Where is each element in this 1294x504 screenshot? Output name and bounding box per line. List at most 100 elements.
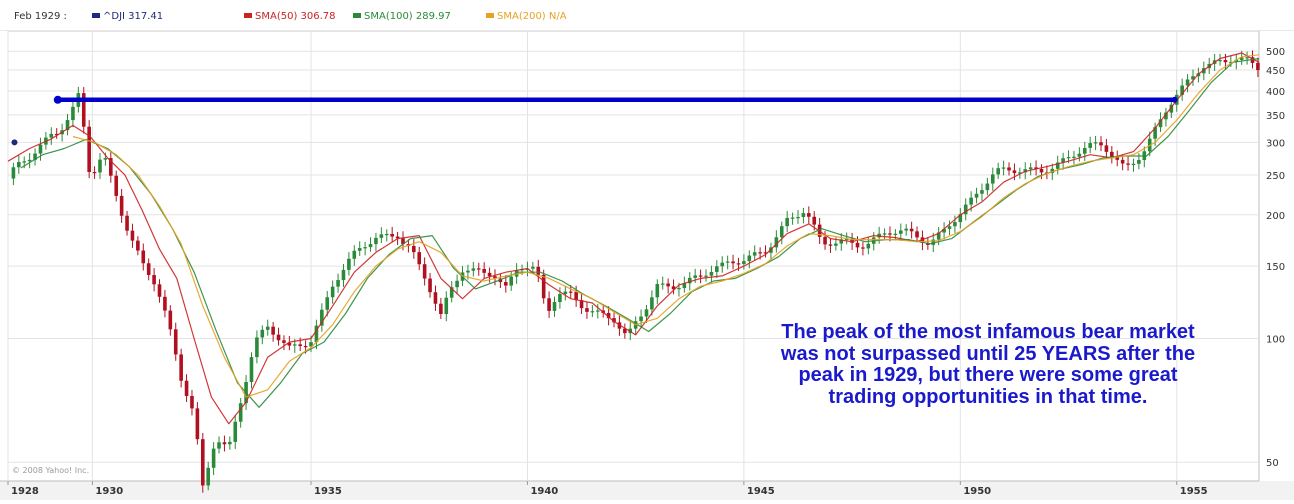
candle-down	[1039, 168, 1044, 173]
candle-down	[855, 242, 860, 248]
candle-up	[255, 337, 259, 358]
candle-up	[1066, 157, 1071, 159]
candle-up	[368, 244, 373, 248]
candle-up	[942, 228, 946, 233]
candle-up	[558, 294, 562, 303]
candle-down	[1012, 170, 1017, 174]
candle-up	[1239, 57, 1244, 60]
candle-up	[1191, 76, 1195, 80]
candle-down	[141, 250, 146, 264]
annotation-line-3: peak in 1929, but there were some great	[798, 364, 1178, 386]
sma50-line	[7, 52, 1260, 425]
legend-sma50: SMA(50) 306.78	[244, 11, 336, 22]
candle-down	[1256, 62, 1260, 71]
candle-up	[720, 262, 725, 267]
candle-up	[38, 144, 43, 154]
candle-up	[11, 167, 16, 179]
candle-down	[422, 264, 427, 279]
candle-down	[541, 274, 546, 299]
candle-up	[709, 271, 714, 276]
candle-up	[898, 230, 903, 234]
candle-up	[260, 329, 265, 338]
candle-up	[742, 261, 746, 264]
legend-date: Feb 1929 :	[14, 11, 67, 22]
candle-up	[352, 250, 357, 259]
y-tick-label: 50	[1266, 458, 1279, 469]
candle-up	[779, 226, 784, 238]
candle-up	[1088, 143, 1092, 148]
sma200-line	[72, 54, 1260, 398]
y-tick-label: 300	[1266, 138, 1285, 149]
candle-up	[384, 233, 389, 236]
candle-down	[547, 298, 551, 311]
candle-up	[466, 270, 470, 273]
candle-down	[828, 244, 833, 246]
candle-down	[412, 246, 416, 253]
candle-down	[812, 216, 817, 225]
candle-up	[687, 277, 692, 284]
candle-up	[374, 237, 378, 245]
candle-up	[563, 291, 568, 295]
candle-down	[623, 328, 627, 334]
candle-up	[1077, 153, 1082, 157]
candle-down	[861, 247, 865, 249]
candle-up	[844, 238, 849, 241]
candle-down	[92, 171, 97, 174]
candle-up	[904, 228, 909, 231]
candle-down	[428, 278, 432, 293]
candle-down	[807, 213, 811, 217]
candle-down	[1223, 60, 1228, 63]
candle-up	[1153, 127, 1157, 139]
legend-bar: Feb 1929 : ^DJI 317.41 SMA(50) 306.78 SM…	[0, 0, 1294, 31]
candle-down	[1250, 57, 1255, 63]
candle-up	[774, 237, 779, 248]
peak-line-start-dot	[53, 95, 62, 104]
candle-down	[163, 296, 167, 311]
candle-up	[292, 344, 297, 346]
candle-up	[1061, 158, 1065, 163]
candle-up	[455, 280, 459, 288]
candle-up	[936, 232, 941, 240]
candle-down	[585, 308, 589, 312]
candle-down	[1099, 142, 1103, 146]
overlay-layer	[11, 95, 1178, 146]
candle-up	[1180, 85, 1184, 95]
candle-up	[682, 283, 687, 289]
candle-down	[433, 292, 438, 304]
candle-down	[303, 346, 308, 348]
candle-up	[801, 213, 806, 217]
legend-sma50-label: SMA(50) 306.78	[255, 11, 336, 22]
candle-down	[168, 310, 173, 330]
x-tick-label: 1950	[963, 486, 991, 497]
candle-up	[655, 284, 660, 298]
candle-up	[963, 204, 968, 215]
candle-down	[54, 133, 59, 136]
y-tick-label: 450	[1266, 66, 1285, 77]
candle-down	[493, 276, 497, 279]
candle-down	[763, 252, 768, 254]
legend-sma200-label: SMA(200) N/A	[497, 11, 567, 22]
candle-up	[947, 226, 952, 229]
candle-up	[1028, 167, 1033, 170]
candle-down	[152, 275, 156, 285]
candle-up	[1218, 60, 1222, 62]
candle-down	[157, 284, 162, 297]
candle-down	[1110, 151, 1114, 158]
candle-down	[1034, 167, 1038, 169]
candle-up	[238, 403, 243, 422]
candle-up	[1137, 160, 1141, 164]
y-tick-label: 400	[1266, 87, 1285, 98]
legend-sma200: SMA(200) N/A	[486, 11, 567, 22]
copyright-notice: © 2008 Yahoo! Inc.	[12, 466, 90, 475]
candle-up	[1018, 172, 1022, 174]
candle-up	[341, 269, 346, 281]
peak-line-end-dot	[1171, 96, 1178, 103]
candle-down	[1104, 145, 1109, 152]
candle-up	[357, 248, 362, 251]
candle-up	[531, 266, 535, 269]
candle-up	[314, 325, 319, 343]
legend-sma100: SMA(100) 289.97	[353, 11, 451, 22]
candle-up	[249, 357, 254, 383]
candle-up	[309, 342, 313, 347]
candle-up	[985, 183, 990, 191]
